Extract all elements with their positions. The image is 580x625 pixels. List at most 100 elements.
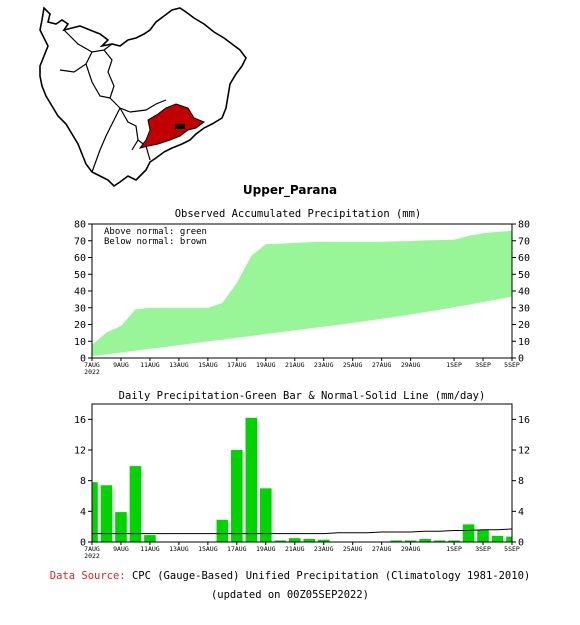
chart2-title: Daily Precipitation-Green Bar & Normal-S…: [119, 390, 486, 402]
chart1-legend-above: Above normal: green: [104, 227, 207, 237]
accumulated-fill: [92, 230, 512, 357]
chart2-xtick-label: 21AUG: [285, 545, 305, 553]
chart2-xtick-label: 27AUG: [372, 545, 392, 553]
chart1-ytick-label-right: 10: [518, 337, 530, 348]
daily-bar: [477, 529, 489, 542]
chart1-ytick-label-left: 80: [74, 220, 86, 231]
daily-bar: [491, 535, 504, 542]
chart1-xtick-label: 1SEP: [446, 361, 462, 369]
chart2-xtick-label: 15AUG: [198, 545, 218, 553]
daily-bar: [390, 540, 402, 542]
chart1-xtick-label: 15AUG: [198, 361, 218, 369]
chart1-legend-below: Below normal: brown: [104, 237, 207, 247]
upper-parana-basin: [138, 103, 206, 149]
daily-bar: [144, 535, 156, 542]
daily-bar: [303, 538, 316, 542]
daily-bar: [462, 524, 475, 542]
chart2-ytick-label-left: 16: [74, 415, 86, 426]
chart2-ytick-label-left: 12: [74, 446, 86, 457]
chart1-xtick-label: 27AUG: [372, 361, 392, 369]
chart1-ytick-label-right: 20: [518, 320, 530, 331]
chart2-ytick-label-left: 4: [80, 507, 86, 518]
daily-bar: [129, 466, 142, 542]
daily-bar: [231, 450, 243, 542]
data-source-text: CPC (Gauge-Based) Unified Precipitation …: [131, 570, 531, 582]
daily-bar: [92, 482, 98, 542]
data-source-line: Data Source: CPC (Gauge-Based) Unified P…: [0, 570, 580, 582]
chart1-ytick-label-right: 40: [518, 287, 530, 298]
chart2-ytick-label-right: 0: [518, 538, 524, 549]
country-borders: [59, 29, 167, 173]
chart1-xtick-label: 17AUG: [227, 361, 247, 369]
accumulated-chart: Observed Accumulated Precipitation (mm) …: [74, 208, 530, 376]
chart2-xtick-label: 3SEP: [475, 545, 491, 553]
chart2-xtick-label: 25AUG: [343, 545, 363, 553]
chart1-ytick-label-right: 60: [518, 253, 530, 264]
chart1-xtick-label: 23AUG: [314, 361, 334, 369]
chart2-year-label: 2022: [84, 552, 100, 560]
chart1-xtick-label: 29AUG: [401, 361, 421, 369]
daily-chart: Daily Precipitation-Green Bar & Normal-S…: [74, 390, 530, 560]
chart2-xtick-label: 17AUG: [227, 545, 247, 553]
updated-line: (updated on 00Z05SEP2022): [210, 589, 370, 601]
chart1-axes: 0 0 10 10 20 20 30 30 40 40 50 50 60 60 70 70 80 80 7AUG 9A…: [74, 220, 530, 377]
chart2-xtick-label: 29AUG: [401, 545, 421, 553]
daily-bar: [245, 417, 258, 542]
region-map: [39, 6, 247, 188]
chart1-ytick-label-left: 0: [80, 354, 86, 365]
chart1-ytick-label-right: 50: [518, 270, 530, 281]
daily-bar: [288, 538, 301, 542]
chart2-xtick-label: 9AUG: [113, 545, 129, 553]
chart2-xtick-label: 1SEP: [446, 545, 462, 553]
normal-line: [92, 528, 513, 535]
chart1-ytick-label-left: 50: [74, 270, 86, 281]
chart1-xtick-label: 21AUG: [285, 361, 305, 369]
chart2-ytick-label-right: 8: [518, 476, 524, 487]
daily-bar: [419, 538, 431, 542]
daily-bar: [506, 536, 512, 542]
chart1-ytick-label-right: 30: [518, 303, 530, 314]
chart2-ytick-label-right: 12: [518, 446, 530, 457]
chart1-ytick-label-left: 30: [74, 303, 86, 314]
chart2-ytick-label-left: 0: [80, 538, 86, 549]
chart1-xtick-label: 25AUG: [343, 361, 363, 369]
chart1-ytick-label-left: 40: [74, 287, 86, 298]
chart2-xtick-label: 13AUG: [169, 545, 189, 553]
chart1-ytick-label-left: 70: [74, 236, 86, 247]
daily-bar: [433, 540, 446, 542]
chart1-year-label: 2022: [84, 368, 100, 376]
chart2-xtick-label: 7AUG: [84, 545, 100, 553]
daily-bar: [100, 485, 113, 542]
daily-bar: [448, 540, 460, 542]
chart2-xtick-label: 5SEP: [504, 545, 520, 553]
chart1-xtick-label: 19AUG: [256, 361, 276, 369]
chart2-xtick-label: 23AUG: [314, 545, 334, 553]
chart1-ytick-label-left: 60: [74, 253, 86, 264]
chart1-xtick-label: 9AUG: [113, 361, 129, 369]
daily-bar: [260, 488, 272, 542]
chart2-ytick-label-right: 4: [518, 507, 524, 518]
chart2-ytick-label-right: 16: [518, 415, 530, 426]
basin-fragment: [175, 124, 185, 129]
chart1-xtick-label: 3SEP: [475, 361, 491, 369]
chart1-title: Observed Accumulated Precipitation (mm): [175, 208, 422, 220]
chart1-xtick-label: 13AUG: [169, 361, 189, 369]
chart1-ytick-label-left: 20: [74, 320, 86, 331]
chart1-ytick-label-left: 10: [74, 337, 86, 348]
daily-bars: [92, 417, 512, 542]
south-america-outline: [39, 6, 247, 188]
data-source-label: Data Source:: [49, 570, 126, 582]
chart1-xtick-label: 7AUG: [84, 361, 100, 369]
chart1-ytick-label-right: 80: [518, 220, 530, 231]
chart1-xtick-label: 5SEP: [504, 361, 520, 369]
chart2-frame: [91, 403, 513, 543]
chart1-ytick-label-right: 70: [518, 236, 530, 247]
daily-bar: [216, 519, 229, 542]
chart1-ytick-label-right: 0: [518, 354, 524, 365]
chart2-axes: 0 0 4 4 8 8 12 12 16 16 7AUG 9AUG 11AUG 13AUG 15AUG 17A…: [74, 415, 530, 560]
daily-bar: [317, 539, 330, 542]
daily-bar: [274, 540, 287, 542]
daily-bar: [115, 512, 127, 542]
chart2-xtick-label: 11AUG: [140, 545, 160, 553]
